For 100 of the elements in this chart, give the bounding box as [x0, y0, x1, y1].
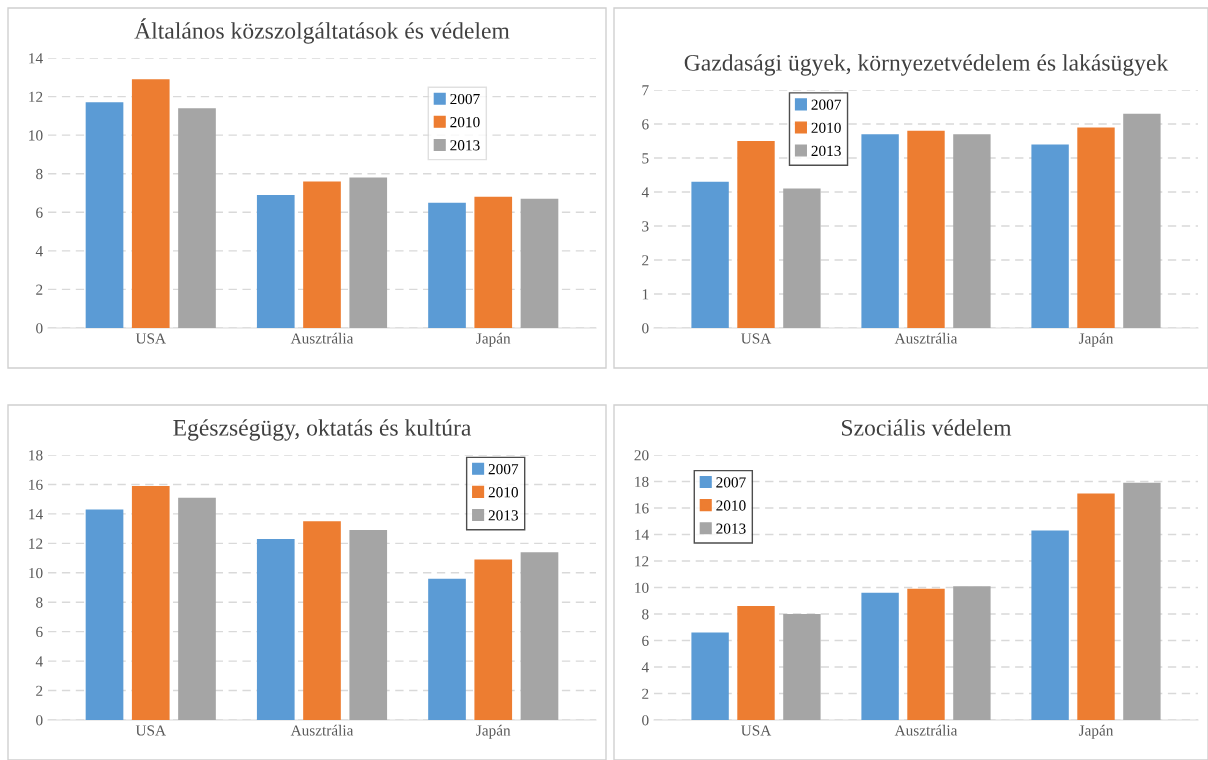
bar — [1077, 127, 1115, 328]
bar — [256, 194, 295, 328]
y-tick-label: 2 — [642, 688, 649, 699]
bar — [783, 614, 821, 720]
legend-label: 2013 — [488, 510, 518, 521]
bar — [303, 521, 341, 720]
legend-label: 2013 — [716, 523, 746, 534]
bar — [691, 181, 729, 328]
x-tick-label: Japán — [1078, 332, 1114, 347]
legend-label: 2010 — [488, 487, 518, 498]
y-tick-label: 8 — [36, 168, 43, 180]
bar — [907, 130, 945, 328]
x-tick-label: Ausztrália — [894, 724, 958, 736]
bar — [1123, 113, 1161, 328]
x-tick-label: Ausztrália — [290, 724, 354, 736]
bar — [303, 181, 341, 328]
y-tick-label: 18 — [29, 450, 43, 461]
y-tick-label: 18 — [635, 476, 649, 487]
legend-label: 2007 — [716, 477, 746, 488]
bar — [907, 588, 945, 720]
bar — [737, 606, 775, 720]
y-tick-label: 8 — [642, 609, 649, 620]
legend-label: 2007 — [450, 93, 480, 105]
y-tick-label: 10 — [635, 582, 649, 593]
y-tick-label: 4 — [641, 662, 649, 673]
legend-label: 2013 — [450, 140, 480, 151]
bar — [256, 538, 295, 720]
y-tick-label: 8 — [36, 597, 43, 608]
bar — [428, 202, 466, 328]
y-tick-label: 2 — [642, 255, 649, 266]
x-tick-label: Ausztrália — [290, 332, 354, 344]
bar — [178, 497, 216, 720]
bar — [85, 102, 124, 328]
x-tick-label: Japán — [476, 724, 511, 739]
x-tick-label: USA — [741, 333, 772, 344]
y-tick-label: 7 — [642, 85, 649, 96]
y-tick-label: 10 — [29, 567, 43, 579]
bar — [1031, 144, 1069, 328]
legend-label: 2013 — [811, 145, 841, 157]
y-tick-label: 16 — [29, 479, 43, 490]
bar — [861, 134, 899, 328]
x-tick-label: Ausztrália — [894, 332, 958, 344]
y-tick-label: 2 — [36, 685, 43, 696]
bar — [178, 108, 216, 328]
bar — [1123, 482, 1161, 720]
y-tick-label: 5 — [642, 153, 649, 164]
chart-title: Egészségügy, oktatás és kultúra — [173, 419, 472, 441]
y-tick-label: 14 — [635, 529, 649, 540]
y-tick-label: 3 — [642, 221, 649, 232]
bar — [474, 559, 513, 720]
x-tick-label: USA — [135, 333, 166, 344]
y-tick-label: 4 — [35, 246, 43, 257]
legend-label: 2010 — [450, 117, 480, 128]
bar — [783, 188, 821, 328]
y-tick-label: 10 — [29, 130, 43, 141]
y-tick-label: 6 — [36, 626, 43, 638]
y-tick-label: 12 — [29, 538, 43, 549]
y-tick-label: 4 — [35, 656, 43, 667]
chart-title: Szociális védelem — [842, 419, 1012, 436]
bar — [953, 586, 991, 720]
bar — [953, 134, 991, 328]
bar — [1031, 530, 1069, 720]
bar — [474, 196, 513, 328]
x-tick-label: USA — [135, 725, 166, 736]
x-tick-label: USA — [741, 725, 772, 736]
chart-title: Gazdasági ügyek, környezetvédelem és lakásügyek — [684, 54, 1169, 76]
y-tick-label: 0 — [642, 323, 649, 334]
y-tick-label: 1 — [642, 289, 649, 300]
y-tick-label: 6 — [642, 635, 649, 646]
bar — [1077, 493, 1115, 720]
y-tick-label: 4 — [641, 187, 649, 198]
bar — [737, 141, 775, 328]
y-tick-label: 2 — [36, 284, 43, 295]
x-tick-label: Japán — [476, 332, 511, 347]
bar — [691, 632, 729, 720]
y-tick-label: 12 — [29, 91, 43, 102]
bar — [520, 552, 559, 720]
y-tick-label: 6 — [642, 119, 649, 130]
y-tick-label: 16 — [635, 503, 649, 514]
legend-label: 2007 — [811, 99, 841, 110]
bar — [428, 578, 466, 720]
bar — [349, 530, 388, 720]
y-tick-label: 14 — [29, 53, 43, 64]
legend-label: 2007 — [488, 463, 519, 475]
y-tick-label: 0 — [642, 715, 649, 726]
bar — [131, 485, 170, 720]
y-tick-label: 12 — [635, 556, 649, 567]
y-tick-label: 20 — [634, 450, 649, 461]
legend-label: 2010 — [716, 500, 746, 511]
y-tick-label: 6 — [36, 207, 43, 218]
y-tick-label: 0 — [36, 323, 43, 334]
chart-title: Általános közszolgáltatások és védelem — [134, 18, 510, 44]
bar — [520, 198, 559, 328]
y-tick-label: 0 — [36, 715, 43, 726]
bar — [349, 177, 388, 328]
bar — [861, 592, 899, 720]
bar — [131, 79, 170, 328]
bar — [85, 509, 124, 720]
y-tick-label: 14 — [29, 509, 43, 520]
legend-label: 2010 — [811, 122, 841, 133]
